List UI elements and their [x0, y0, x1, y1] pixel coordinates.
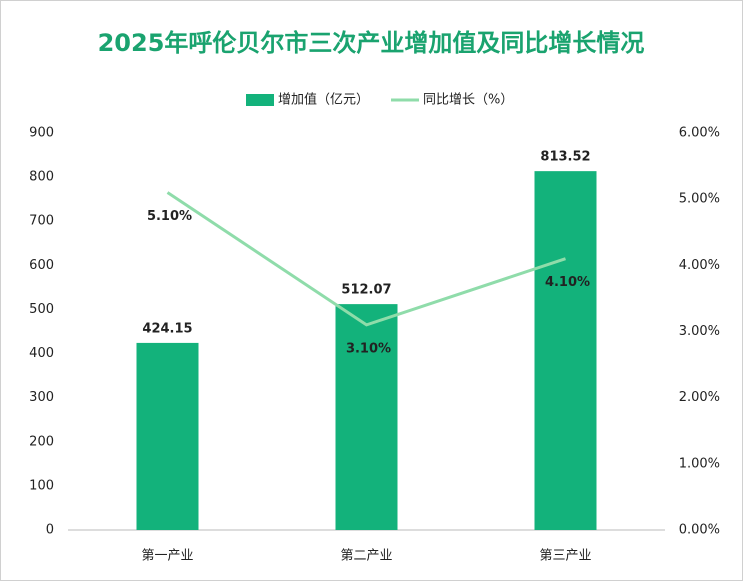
y-tick-label: 700 [29, 214, 54, 229]
x-tick-label: 第三产业 [539, 549, 591, 564]
y-tick-label: 200 [29, 434, 54, 449]
value-label: 813.52 [540, 150, 590, 165]
bar [534, 171, 597, 531]
chart-title: 2025年呼伦贝尔市三次产业增加值及同比增长情况 [98, 29, 645, 57]
legend-label: 增加值（亿元） [278, 92, 369, 108]
y2-tick-label: 6.00% [679, 126, 720, 141]
bar [136, 342, 199, 530]
y2-tick-label: 5.00% [679, 192, 720, 207]
value-label: 512.07 [341, 283, 391, 298]
x-tick-label: 第二产业 [340, 549, 392, 564]
y-tick-label: 600 [29, 258, 54, 273]
bar [335, 304, 398, 530]
value-label: 5.10% [147, 209, 192, 224]
y-tick-label: 900 [29, 126, 54, 141]
value-label: 4.10% [545, 275, 590, 290]
y-tick-label: 400 [29, 346, 54, 361]
y-tick-label: 100 [29, 478, 54, 493]
y2-tick-label: 2.00% [679, 390, 720, 405]
y-tick-label: 800 [29, 170, 54, 185]
y-tick-label: 300 [29, 390, 54, 405]
legend-swatch [246, 94, 274, 106]
value-label: 424.15 [142, 321, 192, 336]
legend-label: 同比增长（%） [423, 93, 513, 108]
y2-tick-label: 3.00% [679, 324, 720, 339]
line [166, 191, 566, 327]
y-tick-label: 0 [46, 523, 54, 538]
y2-tick-label: 4.00% [679, 258, 720, 273]
y-tick-label: 500 [29, 302, 54, 317]
value-label: 3.10% [346, 341, 391, 356]
y2-tick-label: 0.00% [679, 523, 720, 538]
x-tick-label: 第一产业 [141, 549, 193, 564]
y2-tick-label: 1.00% [679, 456, 720, 471]
